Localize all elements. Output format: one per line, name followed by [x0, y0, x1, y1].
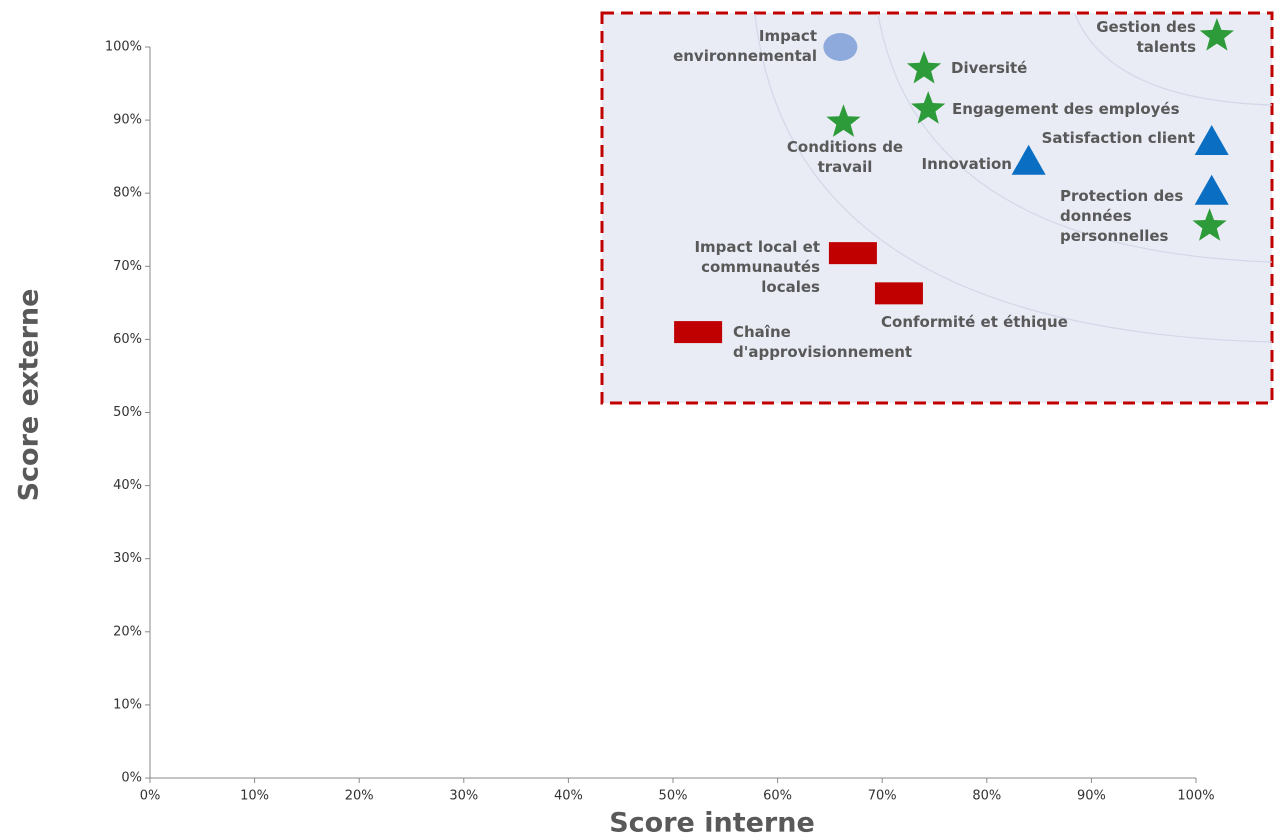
x-tick-label: 60% — [763, 789, 792, 804]
y-tick-label: 30% — [113, 551, 142, 566]
point — [1192, 208, 1227, 241]
y-tick-label: 60% — [113, 332, 142, 347]
x-tick-label: 80% — [972, 789, 1001, 804]
point-label: Conditions de travail — [787, 138, 903, 176]
y-tick-label: 0% — [121, 771, 142, 786]
point-label: Protection des données personnelles — [1060, 187, 1183, 245]
point-label: Engagement des employés — [952, 100, 1180, 118]
x-tick-label: 50% — [659, 789, 688, 804]
point — [1011, 144, 1046, 175]
point — [828, 242, 877, 265]
highlight-zone — [600, 11, 1274, 405]
point-label: Conformité et éthique — [881, 313, 1068, 331]
point — [1194, 125, 1229, 156]
y-tick-label: 40% — [113, 478, 142, 493]
x-tick-label: 40% — [554, 789, 583, 804]
x-tick-label: 30% — [449, 789, 478, 804]
x-tick-label: 10% — [240, 789, 269, 804]
point-label: Impact local et communautés locales — [694, 238, 820, 296]
point-label: Gestion des talents — [1096, 18, 1196, 56]
point-label: Diversité — [951, 59, 1027, 77]
iso-arcs — [754, 13, 1273, 343]
y-tick-label: 100% — [105, 40, 142, 55]
point-label: Chaîne d'approvisionnement — [733, 323, 912, 361]
point-label: Impact environnemental — [673, 27, 817, 65]
point — [1194, 174, 1229, 205]
x-tick-label: 0% — [140, 789, 161, 804]
point — [823, 33, 858, 61]
x-tick-label: 90% — [1077, 789, 1106, 804]
point — [674, 321, 723, 344]
y-axis-title: Score externe — [14, 289, 45, 502]
y-tick-label: 90% — [113, 113, 142, 128]
point — [911, 91, 946, 124]
y-tick-label: 80% — [113, 186, 142, 201]
point — [874, 282, 923, 305]
point-label: Satisfaction client — [1042, 129, 1195, 147]
x-axis-title: Score interne — [609, 808, 815, 836]
y-tick-label: 20% — [113, 624, 142, 639]
y-tick-label: 10% — [113, 697, 142, 712]
point — [906, 50, 942, 84]
x-tick-label: 100% — [1177, 789, 1214, 804]
x-tick-label: 70% — [868, 789, 897, 804]
x-tick-label: 20% — [345, 789, 374, 804]
point-label: Innovation — [922, 155, 1012, 173]
point — [826, 104, 861, 137]
y-tick-label: 50% — [113, 405, 142, 420]
point — [1199, 18, 1234, 51]
y-tick-label: 70% — [113, 259, 142, 274]
